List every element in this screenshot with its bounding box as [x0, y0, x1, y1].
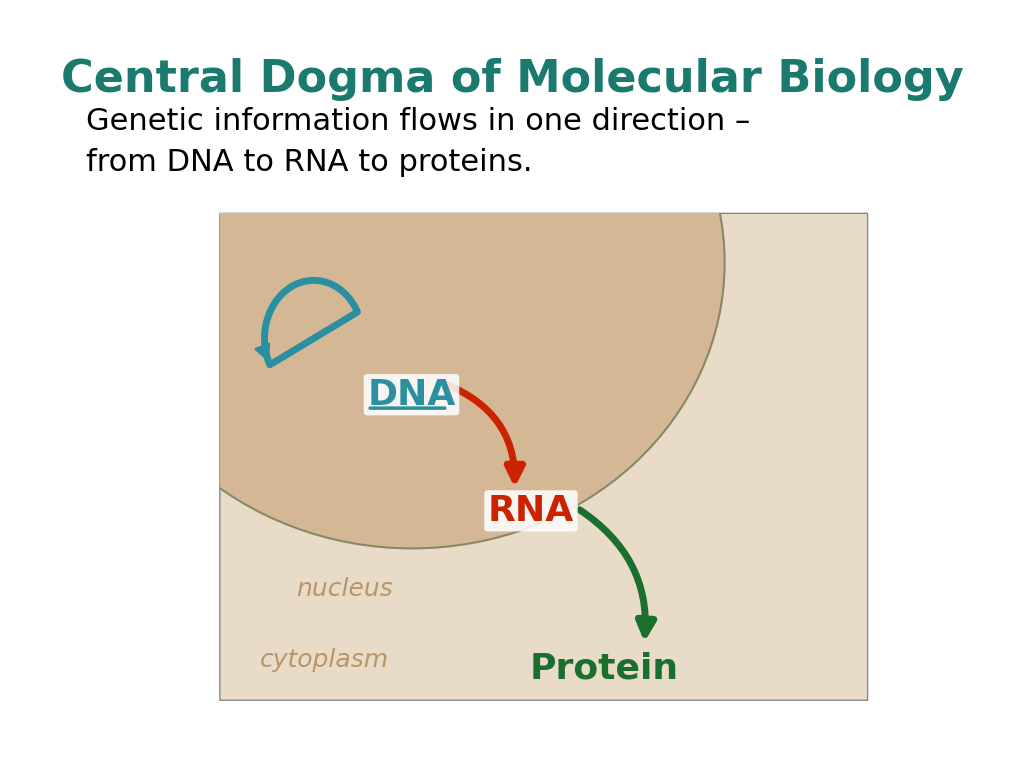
Text: RNA: RNA	[487, 494, 574, 528]
Text: cytoplasm: cytoplasm	[260, 648, 389, 672]
Ellipse shape	[99, 0, 725, 548]
Text: Protein: Protein	[529, 652, 679, 686]
Text: Genetic information flows in one direction –
from DNA to RNA to proteins.: Genetic information flows in one directi…	[86, 108, 751, 177]
Text: Central Dogma of Molecular Biology: Central Dogma of Molecular Biology	[60, 58, 964, 101]
FancyBboxPatch shape	[220, 214, 867, 700]
Text: DNA: DNA	[368, 378, 456, 412]
Text: nucleus: nucleus	[296, 577, 392, 601]
